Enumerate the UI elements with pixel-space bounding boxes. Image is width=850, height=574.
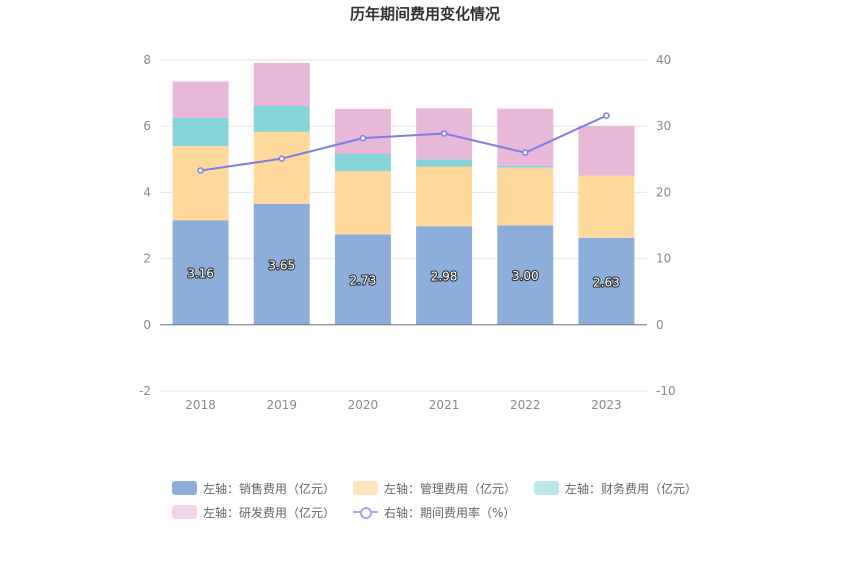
left-axis-tick-label: 0 bbox=[143, 318, 151, 332]
legend-item-rate[interactable]: 右轴：期间费用率（%） bbox=[353, 504, 515, 521]
left-axis-tick-label: 2 bbox=[143, 252, 151, 266]
legend-row-1: 左轴：销售费用（亿元） 左轴：管理费用（亿元） 左轴：财务费用（亿元） bbox=[172, 476, 732, 500]
left-axis-tick-label: 6 bbox=[143, 119, 151, 133]
right-axis-tick-label: 10 bbox=[656, 252, 671, 266]
x-axis-tick-label: 2020 bbox=[348, 398, 379, 412]
bar-segment bbox=[172, 117, 229, 147]
bar-data-label: 3.16 bbox=[187, 267, 214, 281]
left-axis-tick-label: 8 bbox=[143, 53, 151, 67]
line-layer bbox=[197, 112, 610, 174]
legend-label-rate: 右轴：期间费用率（%） bbox=[384, 505, 516, 520]
legend-label-rnd: 左轴：研发费用（亿元） bbox=[203, 505, 336, 520]
right-axis-tick-label: 40 bbox=[656, 53, 671, 67]
x-axis-tick-label: 2022 bbox=[510, 398, 541, 412]
bar-segment bbox=[172, 81, 229, 118]
left-axis-tick-label: 4 bbox=[143, 185, 151, 199]
rate-point bbox=[603, 112, 610, 119]
legend-label-finance: 左轴：财务费用（亿元） bbox=[565, 481, 698, 496]
legend-row-2: 左轴：研发费用（亿元） 右轴：期间费用率（%） bbox=[172, 500, 732, 524]
bar-segment bbox=[497, 165, 554, 168]
legend-item-admin[interactable]: 左轴：管理费用（亿元） bbox=[353, 480, 516, 497]
bar-segment bbox=[578, 237, 635, 325]
legend-swatch-sales bbox=[172, 481, 197, 495]
bar-segment bbox=[334, 234, 391, 325]
bar-segment bbox=[253, 203, 310, 325]
rate-point bbox=[359, 134, 367, 142]
legend-swatch-rate bbox=[353, 505, 379, 519]
bar-segment bbox=[334, 171, 391, 235]
legend-swatch-admin bbox=[353, 481, 379, 495]
bar-segment bbox=[497, 108, 554, 166]
bar-segment bbox=[172, 146, 229, 221]
bar-segment bbox=[253, 106, 310, 132]
right-axis-tick-label: 0 bbox=[656, 318, 664, 332]
rate-point bbox=[278, 155, 285, 162]
right-axis-tick-label: 30 bbox=[656, 119, 671, 133]
legend-label-sales: 左轴：销售费用（亿元） bbox=[203, 481, 336, 496]
bar-segment bbox=[334, 154, 391, 172]
rate-line bbox=[200, 114, 607, 172]
grid-layer bbox=[160, 59, 647, 392]
bar-segment bbox=[253, 62, 310, 107]
bar-data-label: 2.73 bbox=[350, 274, 377, 288]
left-axis-tick-label: -2 bbox=[139, 384, 151, 398]
bar-segment bbox=[578, 125, 635, 176]
bar-segment bbox=[497, 167, 554, 226]
x-axis-tick-label: 2021 bbox=[429, 398, 460, 412]
bar-segment bbox=[253, 131, 310, 204]
axis-layer: -2 0 2 4 6 8 -10 0 10 20 30 40 2018 2019 2020 2021 2022 2… bbox=[139, 53, 676, 412]
bar-data-label: 3.00 bbox=[512, 269, 539, 283]
right-axis-tick-label: -10 bbox=[656, 384, 676, 398]
legend-item-rnd[interactable]: 左轴：研发费用（亿元） bbox=[172, 504, 335, 521]
legend-item-finance[interactable]: 左轴：财务费用（亿元） bbox=[534, 480, 697, 497]
bar-segment bbox=[416, 166, 473, 227]
bar-segment bbox=[416, 159, 473, 167]
chart-title: 历年期间费用变化情况 bbox=[350, 5, 500, 23]
bar-segment bbox=[497, 225, 554, 325]
bar-data-label: 3.65 bbox=[268, 258, 295, 272]
legend: 左轴：销售费用（亿元） 左轴：管理费用（亿元） 左轴：财务费用（亿元） 左轴：研… bbox=[172, 476, 732, 524]
legend-swatch-rnd bbox=[172, 505, 197, 519]
bar-segment bbox=[578, 175, 635, 238]
legend-item-sales[interactable]: 左轴：销售费用（亿元） bbox=[172, 480, 335, 497]
bar-layer: 3.16 3.65 2.73 2.98 3.00 2.63 bbox=[172, 62, 635, 325]
rate-point bbox=[197, 167, 204, 174]
rate-point bbox=[522, 149, 529, 156]
x-axis-tick-label: 2023 bbox=[591, 398, 622, 412]
bar-data-label: 2.63 bbox=[593, 275, 620, 289]
bar-segment bbox=[172, 220, 229, 325]
legend-label-admin: 左轴：管理费用（亿元） bbox=[384, 481, 517, 496]
bar-segment bbox=[334, 108, 391, 155]
x-axis-tick-label: 2018 bbox=[185, 398, 216, 412]
right-axis-tick-label: 20 bbox=[656, 185, 671, 199]
bar-segment bbox=[416, 226, 473, 325]
legend-swatch-finance bbox=[534, 481, 560, 495]
rate-point bbox=[440, 130, 448, 137]
x-axis-tick-label: 2019 bbox=[266, 398, 297, 412]
bar-data-label: 2.98 bbox=[431, 269, 458, 283]
